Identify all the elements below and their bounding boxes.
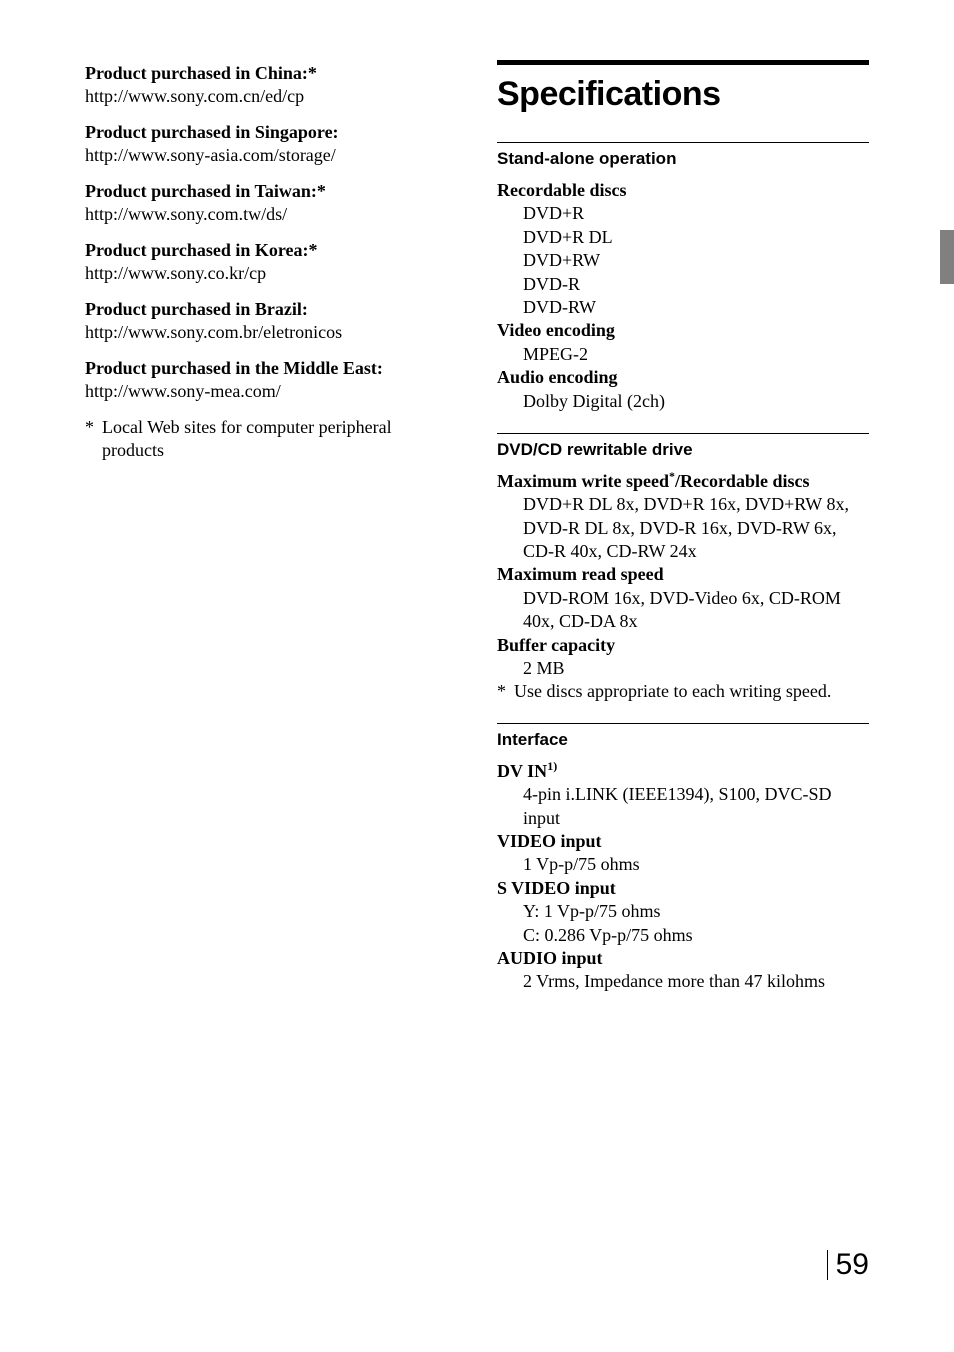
- region-title: Product purchased in Brazil:: [85, 298, 457, 321]
- spec-label: Audio encoding: [497, 366, 869, 389]
- spec-item: Recordable discs DVD+R DVD+R DL DVD+RW D…: [497, 179, 869, 319]
- region-url: http://www.sony.co.kr/cp: [85, 262, 457, 285]
- label-pre: DV IN: [497, 761, 547, 781]
- footnote-text: Local Web sites for computer peripheral …: [102, 416, 457, 461]
- region-title: Product purchased in Korea:*: [85, 239, 457, 262]
- page-number-rule: [827, 1250, 828, 1280]
- spec-label: VIDEO input: [497, 830, 869, 853]
- spec-label: AUDIO input: [497, 947, 869, 970]
- side-tab-marker: [940, 230, 954, 284]
- spec-item: Video encoding MPEG-2: [497, 319, 869, 366]
- region-url: http://www.sony.com.cn/ed/cp: [85, 85, 457, 108]
- spec-value: DVD-R: [497, 273, 869, 296]
- section-heading: Interface: [497, 723, 869, 750]
- label-post: /Recordable discs: [675, 471, 810, 491]
- right-column: Specifications Stand-alone operation Rec…: [497, 60, 869, 994]
- region-block: Product purchased in Brazil: http://www.…: [85, 298, 457, 343]
- section-heading: Stand-alone operation: [497, 142, 869, 169]
- spec-item: AUDIO input 2 Vrms, Impedance more than …: [497, 947, 869, 994]
- label-pre: Maximum write speed: [497, 471, 669, 491]
- region-url: http://www.sony.com.tw/ds/: [85, 203, 457, 226]
- region-block: Product purchased in Taiwan:* http://www…: [85, 180, 457, 225]
- spec-value: 1 Vp-p/75 ohms: [497, 853, 869, 876]
- spec-item: Audio encoding Dolby Digital (2ch): [497, 366, 869, 413]
- region-title: Product purchased in the Middle East:: [85, 357, 457, 380]
- footnote-marker: *: [497, 680, 506, 703]
- spec-value: DVD-RW: [497, 296, 869, 319]
- spec-value: C: 0.286 Vp-p/75 ohms: [497, 924, 869, 947]
- spec-label: Buffer capacity: [497, 634, 869, 657]
- spec-label: S VIDEO input: [497, 877, 869, 900]
- spec-value: Y: 1 Vp-p/75 ohms: [497, 900, 869, 923]
- region-block: Product purchased in Singapore: http://w…: [85, 121, 457, 166]
- spec-label: DV IN1): [497, 760, 869, 783]
- spec-item: DV IN1) 4-pin i.LINK (IEEE1394), S100, D…: [497, 760, 869, 830]
- spec-label: Recordable discs: [497, 179, 869, 202]
- spec-value: Dolby Digital (2ch): [497, 390, 869, 413]
- region-url: http://www.sony-asia.com/storage/: [85, 144, 457, 167]
- page-number: 59: [836, 1248, 869, 1282]
- section-heading: DVD/CD rewritable drive: [497, 433, 869, 460]
- region-block: Product purchased in Korea:* http://www.…: [85, 239, 457, 284]
- spec-value: 2 MB: [497, 657, 869, 680]
- left-footnote: * Local Web sites for computer periphera…: [85, 416, 457, 461]
- left-column: Product purchased in China:* http://www.…: [85, 60, 457, 994]
- region-block: Product purchased in the Middle East: ht…: [85, 357, 457, 402]
- spec-value: DVD+RW: [497, 249, 869, 272]
- spec-label: Maximum write speed*/Recordable discs: [497, 470, 869, 493]
- spec-label: Video encoding: [497, 319, 869, 342]
- spec-value: 2 Vrms, Impedance more than 47 kilohms: [497, 970, 869, 993]
- spec-value: MPEG-2: [497, 343, 869, 366]
- spec-value: DVD+R DL: [497, 226, 869, 249]
- spec-item: Maximum write speed*/Recordable discs DV…: [497, 470, 869, 564]
- region-title: Product purchased in Singapore:: [85, 121, 457, 144]
- spec-item: Buffer capacity 2 MB: [497, 634, 869, 681]
- footnote-text: Use discs appropriate to each writing sp…: [514, 680, 869, 703]
- content-columns: Product purchased in China:* http://www.…: [85, 60, 869, 994]
- spec-item: S VIDEO input Y: 1 Vp-p/75 ohms C: 0.286…: [497, 877, 869, 947]
- footnote-marker: *: [85, 416, 94, 461]
- spec-value: DVD-ROM 16x, DVD-Video 6x, CD-ROM 40x, C…: [497, 587, 869, 634]
- spec-label: Maximum read speed: [497, 563, 869, 586]
- region-url: http://www.sony.com.br/eletronicos: [85, 321, 457, 344]
- region-title: Product purchased in Taiwan:*: [85, 180, 457, 203]
- region-url: http://www.sony-mea.com/: [85, 380, 457, 403]
- spec-value: DVD+R DL 8x, DVD+R 16x, DVD+RW 8x, DVD-R…: [497, 493, 869, 563]
- spec-item: Maximum read speed DVD-ROM 16x, DVD-Vide…: [497, 563, 869, 633]
- spec-value: DVD+R: [497, 202, 869, 225]
- section-footnote: * Use discs appropriate to each writing …: [497, 680, 869, 703]
- region-block: Product purchased in China:* http://www.…: [85, 62, 457, 107]
- label-sup: 1): [547, 759, 557, 773]
- region-title: Product purchased in China:*: [85, 62, 457, 85]
- spec-value: 4-pin i.LINK (IEEE1394), S100, DVC-SD in…: [497, 783, 869, 830]
- page-title: Specifications: [497, 60, 869, 114]
- spec-item: VIDEO input 1 Vp-p/75 ohms: [497, 830, 869, 877]
